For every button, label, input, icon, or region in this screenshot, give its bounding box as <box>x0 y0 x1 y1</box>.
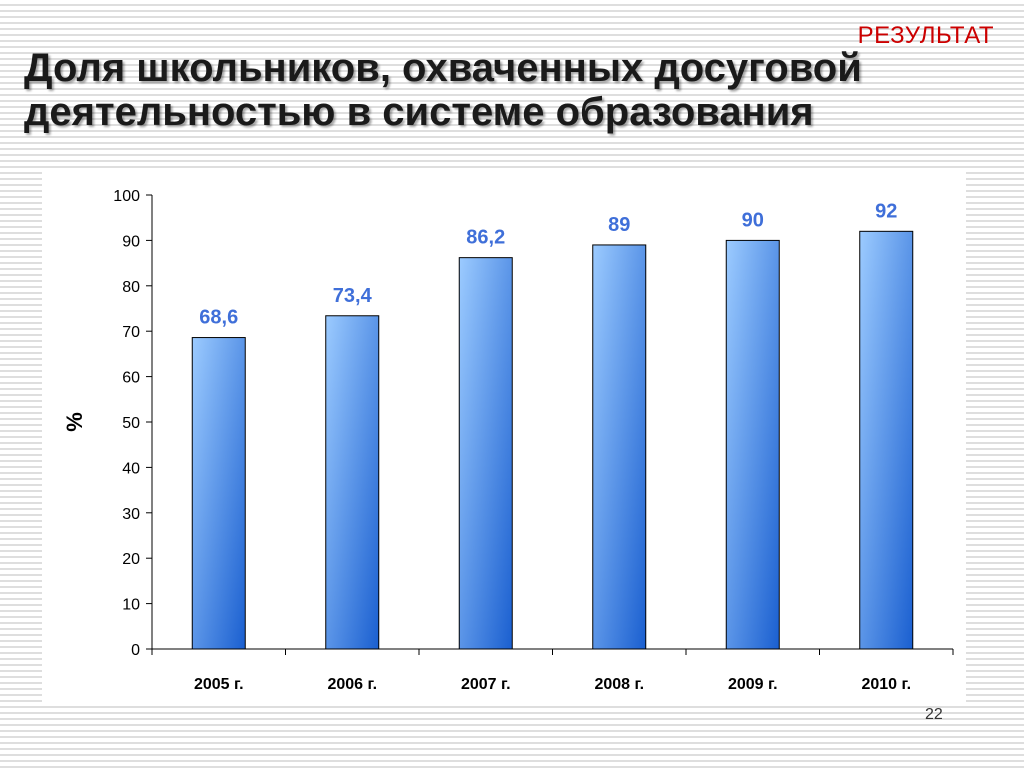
bar <box>191 337 246 650</box>
y-tick-label: 60 <box>122 370 140 387</box>
y-tick-label: 90 <box>122 233 140 250</box>
bar <box>325 315 380 650</box>
x-tick-label: 2006 г. <box>327 676 377 693</box>
data-label: 73,4 <box>333 285 373 307</box>
chart-panel: % 0 10 20 30 40 50 60 70 80 90 100 68,6 2005 г. 73,4 2… <box>42 172 966 702</box>
section-label: РЕЗУЛЬТАТ <box>857 22 994 49</box>
data-label: 89 <box>608 214 630 236</box>
x-tick-label: 2005 г. <box>194 676 244 693</box>
y-tick-label: 0 <box>131 642 140 659</box>
data-label: 86,2 <box>466 227 505 249</box>
y-tick-label: 100 <box>113 188 140 205</box>
y-tick-label: 80 <box>122 279 140 296</box>
bar <box>458 257 513 650</box>
bar <box>859 230 914 650</box>
y-tick-label: 30 <box>122 506 140 523</box>
data-label: 92 <box>875 200 897 222</box>
data-label: 68,6 <box>199 307 238 329</box>
slide-title: Доля школьников, охваченных досуговой де… <box>24 46 862 134</box>
x-tick-label: 2007 г. <box>461 676 511 693</box>
page-number: 22 <box>925 706 943 723</box>
y-tick-label: 20 <box>122 551 140 568</box>
y-tick-label: 70 <box>122 324 140 341</box>
y-axis-title: % <box>62 412 87 432</box>
x-tick-label: 2009 г. <box>728 676 778 693</box>
bar <box>592 244 647 650</box>
y-tick-label: 50 <box>122 415 140 432</box>
data-label: 90 <box>742 209 764 231</box>
bar <box>725 239 780 650</box>
x-tick-label: 2008 г. <box>594 676 644 693</box>
bar-chart: % 0 10 20 30 40 50 60 70 80 90 100 68,6 2005 г. 73,4 2… <box>62 188 954 693</box>
x-tick-label: 2010 г. <box>861 676 911 693</box>
y-tick-label: 40 <box>122 460 140 477</box>
y-tick-label: 10 <box>122 597 140 614</box>
